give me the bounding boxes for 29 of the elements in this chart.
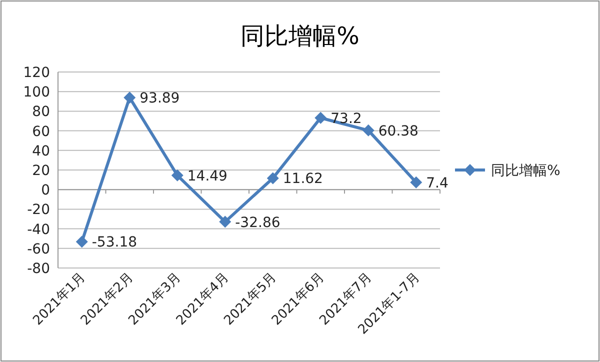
data-label: 73.2 xyxy=(330,110,362,127)
y-tick-label: 80 xyxy=(32,104,50,120)
point xyxy=(171,169,184,182)
y-tick-label: 0 xyxy=(41,182,50,199)
data-label: 14.49 xyxy=(187,168,228,184)
data-label: 7.4 xyxy=(426,175,448,192)
data-label: -53.18 xyxy=(92,234,138,251)
point xyxy=(362,124,374,136)
point xyxy=(314,112,327,124)
y-tick-label: -40 xyxy=(27,222,50,238)
y-tick-label: 120 xyxy=(23,65,50,81)
y-tick-label: -60 xyxy=(27,241,50,258)
y-tick-label: -20 xyxy=(27,202,50,218)
point xyxy=(266,172,279,184)
point xyxy=(219,216,232,228)
point xyxy=(410,176,422,188)
chart-title: 同比增幅% xyxy=(240,22,360,50)
y-tick-label: 20 xyxy=(32,163,50,179)
legend-label: 同比增幅% xyxy=(491,163,560,179)
y-tick-label: -80 xyxy=(27,261,50,277)
data-label: 93.89 xyxy=(140,90,180,107)
point xyxy=(76,236,88,248)
point xyxy=(124,92,136,104)
data-label: -32.86 xyxy=(235,214,280,231)
data-label: 11.62 xyxy=(282,171,323,188)
data-label: 60.38 xyxy=(378,123,418,140)
y-tick-label: 100 xyxy=(23,84,50,101)
y-tick-label: 60 xyxy=(32,124,50,140)
y-tick-label: 40 xyxy=(32,143,50,160)
